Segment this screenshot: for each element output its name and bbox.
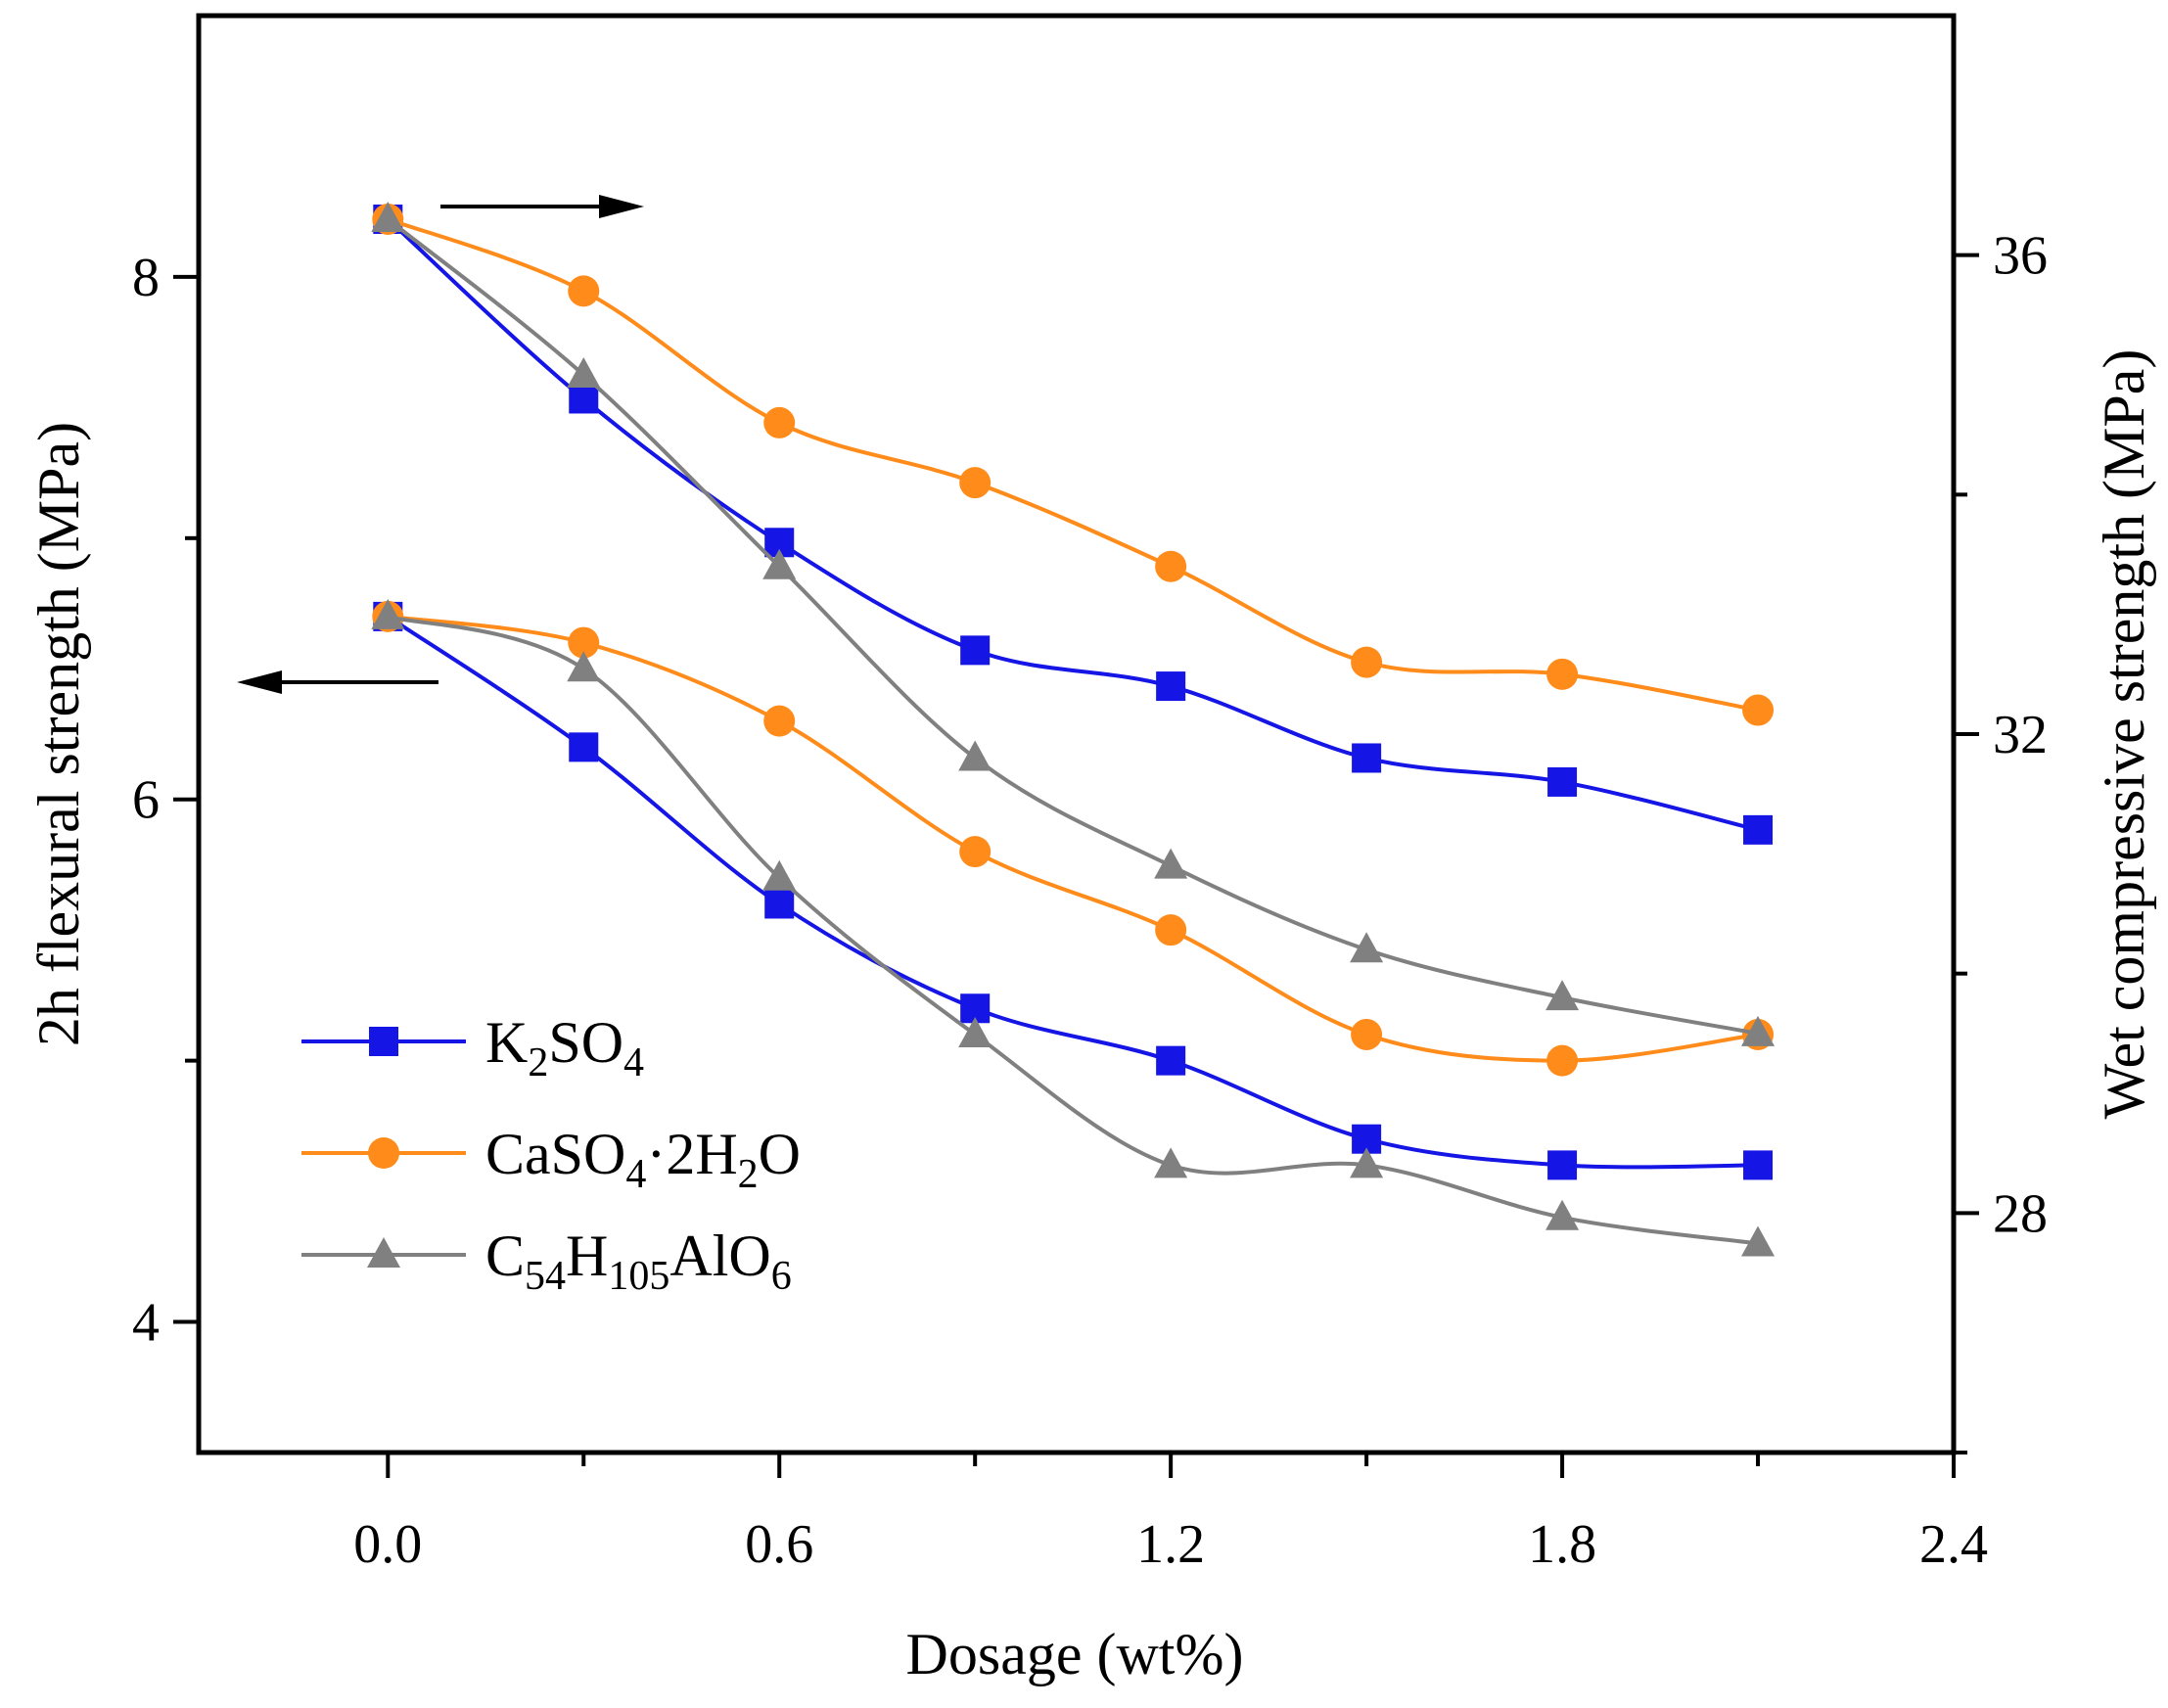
c54h105alo6-flexural-point	[1545, 1199, 1580, 1230]
left-y-axis-title: 2h flexural strength (MPa)	[26, 422, 91, 1046]
legend-marker	[369, 1027, 398, 1056]
c54h105alo6-flexural-point	[762, 859, 797, 891]
k2so4-flexural-point	[1743, 1150, 1774, 1180]
c54h105alo6-compressive-point	[762, 548, 797, 579]
k2so4-flexural-point	[1547, 1150, 1578, 1180]
legend-item-k2so4: K2SO4	[301, 1010, 644, 1085]
k2so4-compressive-point	[569, 384, 599, 414]
c54h105alo6-compressive-point	[1350, 932, 1384, 963]
x-tick-label: 1.2	[1136, 1514, 1205, 1575]
c54h105alo6-compressive-line	[387, 217, 1759, 1036]
c54h105alo6-compressive-point	[1741, 1015, 1776, 1046]
legend-label: K2SO4	[485, 1010, 644, 1085]
k2so4-flexural-point	[764, 889, 795, 919]
series-caso4	[372, 203, 1775, 1077]
series-c54h105alo6	[371, 201, 1776, 1257]
caso4-flexural-point	[763, 705, 796, 737]
caso4-compressive-point	[763, 406, 796, 439]
caso4-flexural-point	[1546, 1044, 1579, 1077]
k2so4-compressive-point	[1743, 814, 1774, 845]
k2so4-compressive-point	[1352, 743, 1382, 773]
caso4-flexural-point	[959, 836, 992, 868]
axis-ticks	[173, 253, 1979, 1478]
caso4-compressive-point	[959, 467, 992, 499]
c54h105alo6-flexural-point	[1741, 1225, 1776, 1257]
caso4-compressive-point	[1155, 550, 1187, 582]
c54h105alo6-flexural-point	[1350, 1147, 1384, 1178]
left-y-tick-label: 8	[132, 248, 160, 308]
legend-item-c54h105alo6: C54H105AlO6	[301, 1223, 792, 1299]
c54h105alo6-compressive-point	[1545, 980, 1580, 1011]
left-y-tick-label: 6	[132, 770, 160, 831]
caso4-flexural-line	[388, 614, 1759, 1063]
legend-marker	[368, 1137, 399, 1169]
caso4-flexural-point	[1155, 914, 1187, 946]
caso4-compressive-point	[568, 275, 600, 307]
k2so4-flexural-line	[387, 615, 1759, 1170]
tick-labels: 0.0 0.6 1.2 1.8 2.4 4 6 8 28 32 36	[132, 226, 2048, 1575]
right-y-tick-label: 36	[1993, 226, 2048, 287]
c54h105alo6-compressive-point	[1154, 848, 1188, 879]
k2so4-compressive-point	[960, 635, 991, 666]
legend-item-caso4: CaSO4·2H2O	[301, 1122, 801, 1197]
x-tick-label: 2.4	[1919, 1514, 1988, 1575]
caso4-flexural-point	[1351, 1018, 1383, 1050]
c54h105alo6-flexural-point	[1154, 1147, 1188, 1178]
c54h105alo6-flexural-point	[958, 1016, 992, 1047]
right-y-axis-title: Wet compressive strength (MPa)	[2092, 349, 2156, 1120]
caso4-compressive-point	[1742, 694, 1775, 726]
c54h105alo6-flexural-line	[387, 614, 1759, 1246]
c54h105alo6-flexural-point	[567, 651, 601, 682]
c54h105alo6-compressive-point	[371, 201, 405, 232]
c54h105alo6-compressive-point	[567, 357, 601, 388]
series-layer	[371, 201, 1776, 1257]
arrow-left-axis-indicator	[237, 670, 438, 694]
x-tick-label: 1.8	[1528, 1514, 1596, 1575]
caso4-compressive-point	[1351, 646, 1383, 678]
c54h105alo6-compressive-point	[958, 740, 992, 771]
caso4-flexural-point	[568, 626, 600, 659]
caso4-compressive-point	[1546, 658, 1579, 690]
legend-label: CaSO4·2H2O	[485, 1122, 801, 1197]
legend-marker	[367, 1237, 400, 1268]
right-y-tick-label: 32	[1993, 705, 2048, 765]
right-y-tick-label: 28	[1993, 1183, 2048, 1244]
k2so4-flexural-point	[1156, 1045, 1186, 1076]
c54h105alo6-flexural-point	[371, 598, 405, 629]
x-tick-label: 0.6	[745, 1514, 813, 1575]
legend-label: C54H105AlO6	[485, 1223, 792, 1299]
k2so4-flexural-point	[569, 732, 599, 762]
k2so4-compressive-point	[1156, 671, 1186, 702]
caso4-compressive-line	[387, 217, 1759, 713]
legend: K2SO4 CaSO4·2H2O C54H105AlO6	[301, 1010, 801, 1299]
k2so4-compressive-point	[1547, 766, 1578, 797]
x-tick-label: 0.0	[353, 1514, 422, 1575]
arrow-right-axis-indicator	[440, 195, 644, 218]
left-y-tick-label: 4	[132, 1293, 160, 1354]
x-axis-title: Dosage (wt%)	[906, 1622, 1244, 1686]
